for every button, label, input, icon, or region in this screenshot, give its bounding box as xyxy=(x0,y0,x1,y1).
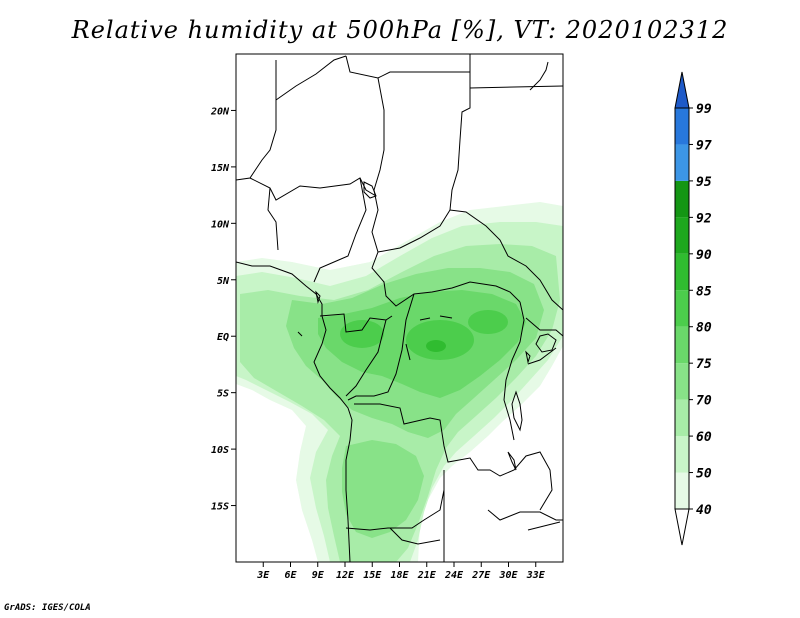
river xyxy=(419,317,431,321)
grads-credit: GrADS: IGES/COLA xyxy=(4,603,91,613)
colorbar-label: 95 xyxy=(696,175,712,190)
border xyxy=(347,293,415,401)
border xyxy=(527,347,557,365)
border xyxy=(449,54,471,211)
map-title: Relative humidity at 500hPa [%], VT: 202… xyxy=(71,16,729,44)
colorbar-swatch xyxy=(675,399,689,437)
colorbar-label: 50 xyxy=(696,467,712,482)
lat-tick-label: 5S xyxy=(217,389,229,400)
lon-tick-label: 6E xyxy=(284,570,297,581)
colorbar-frame xyxy=(674,107,690,510)
border xyxy=(525,317,563,337)
colorbar-label: 70 xyxy=(696,394,712,409)
lon-tick-label: 18E xyxy=(390,570,409,581)
colorbar-label: 99 xyxy=(696,102,712,117)
colorbar-label: 40 xyxy=(696,503,712,518)
colorbar-label: 97 xyxy=(696,138,712,153)
border xyxy=(503,301,525,441)
colorbar-label: 80 xyxy=(696,321,712,336)
humidity-shade-75-south xyxy=(342,440,424,538)
lon-tick-label: 21E xyxy=(417,570,437,581)
colorbar: 40 50 60 70 75 80 85 90 92 95 97 99 xyxy=(674,71,712,546)
river xyxy=(297,331,303,337)
border xyxy=(354,403,553,511)
border xyxy=(267,187,279,251)
colorbar-label: 75 xyxy=(696,357,712,372)
lon-tick-label: 33E xyxy=(526,570,546,581)
latitude-axis: 20N 15N 10N 5N EQ 5S 10S 15S xyxy=(210,106,236,513)
colorbar-swatch xyxy=(675,363,689,400)
colorbar-swatch xyxy=(675,326,689,364)
lake xyxy=(535,333,557,353)
humidity-field xyxy=(236,202,563,562)
colorbar-swatch xyxy=(675,472,689,509)
colorbar-swatch xyxy=(675,180,689,218)
colorbar-label: 92 xyxy=(696,211,712,226)
border xyxy=(389,527,441,545)
colorbar-label: 60 xyxy=(696,430,712,445)
lat-tick-label: 15N xyxy=(211,163,230,174)
humidity-shade-85 xyxy=(406,320,474,360)
colorbar-swatch xyxy=(675,290,689,327)
border xyxy=(487,509,563,521)
river xyxy=(405,343,411,361)
coastline xyxy=(236,261,353,562)
lon-tick-label: 27E xyxy=(471,570,491,581)
colorbar-label: 85 xyxy=(696,284,712,299)
island xyxy=(315,290,321,304)
humidity-shade-90 xyxy=(426,340,446,352)
lake xyxy=(511,390,523,432)
lat-tick-label: 5N xyxy=(217,276,230,287)
border xyxy=(236,60,277,181)
colorbar-swatch xyxy=(675,436,689,473)
lat-tick-label: 20N xyxy=(210,106,230,117)
lon-tick-label: 15E xyxy=(363,570,382,581)
colorbar-swatch xyxy=(675,144,689,181)
colorbar-swatch xyxy=(675,217,689,254)
lake xyxy=(507,451,517,471)
humidity-shade-85 xyxy=(340,320,384,348)
colorbar-swatch xyxy=(675,253,689,291)
lat-tick-label: 15S xyxy=(211,502,229,513)
border xyxy=(275,55,347,101)
border xyxy=(345,470,445,531)
lat-tick-label: 10N xyxy=(211,219,230,230)
border xyxy=(371,251,521,307)
lat-tick-label: EQ xyxy=(217,332,229,343)
border xyxy=(527,521,561,531)
lat-tick-label: 10S xyxy=(211,445,229,456)
lon-tick-label: 9E xyxy=(312,570,325,581)
lake xyxy=(363,181,377,199)
border xyxy=(313,177,367,283)
colorbar-high-arrow xyxy=(674,71,690,109)
country-borders xyxy=(236,54,563,562)
colorbar-low-arrow xyxy=(674,508,690,546)
border xyxy=(469,85,563,89)
border xyxy=(377,209,563,311)
humidity-shade-85 xyxy=(468,310,508,334)
river xyxy=(439,315,453,319)
lake xyxy=(525,350,531,364)
colorbar-label: 90 xyxy=(696,248,712,263)
longitude-axis: 3E 6E 9E 12E 15E 18E 21E 24E 27E 30E 33E xyxy=(256,562,546,581)
lon-tick-label: 3E xyxy=(256,570,270,581)
border xyxy=(345,319,387,397)
lon-tick-label: 24E xyxy=(444,570,464,581)
colorbar-swatch xyxy=(675,108,689,145)
border xyxy=(345,55,470,79)
lon-tick-label: 30E xyxy=(498,570,518,581)
lon-tick-label: 12E xyxy=(336,570,355,581)
coastline-east xyxy=(529,61,549,91)
border xyxy=(371,77,385,253)
